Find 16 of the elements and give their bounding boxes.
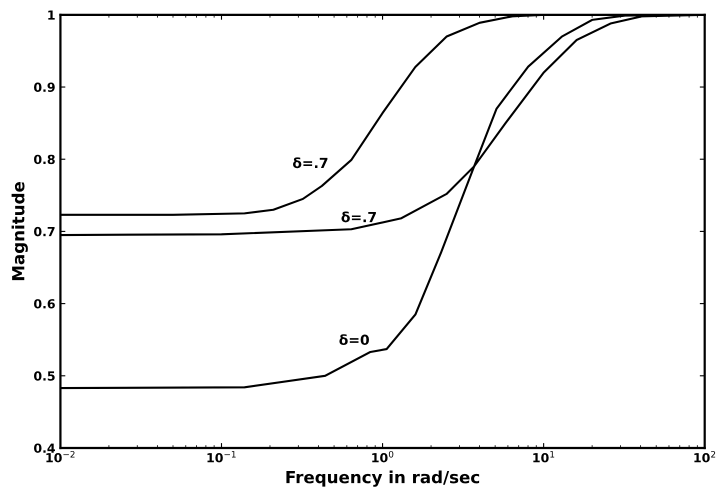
annotation: δ=.7 [293,157,328,168]
annotation: δ=.7 [341,211,376,222]
annotation: δ=0 [339,334,369,346]
x-tick-label: 10$^{0}$ [372,450,394,462]
y-tick-label: 0.4 [34,443,55,453]
y-axis-title: Magnitude [12,182,28,280]
y-tick-label: 0.5 [34,371,55,381]
y-tick-label: 1 [48,10,55,20]
x-tick-label: 10$^{1}$ [533,451,554,462]
y-tick-label: 0.7 [34,226,55,236]
x-axis-title: Frequency in rad/sec [286,470,480,487]
y-tick-label: 0.8 [34,154,55,164]
y-tick-label: 0.6 [34,299,55,309]
y-tick-label: 0.9 [34,82,55,92]
x-tick-label: 10$^{2}$ [694,450,716,462]
x-tick-label: 10$^{−1}$ [207,451,236,462]
